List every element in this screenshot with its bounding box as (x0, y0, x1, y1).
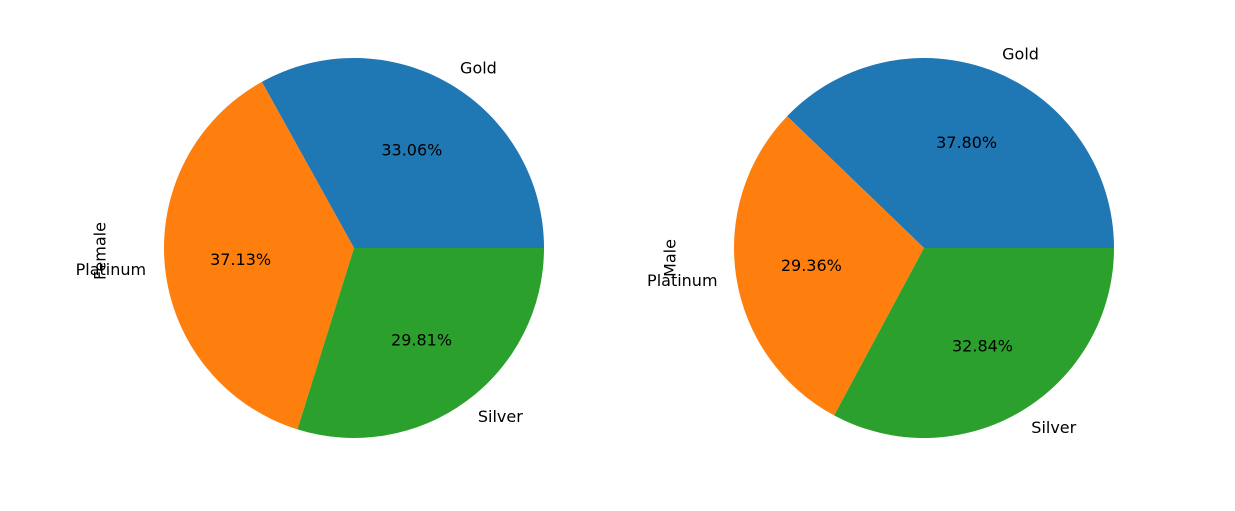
pie-slice-silver (834, 248, 1114, 439)
pie-slice-platinum (733, 116, 924, 416)
slice-percent-gold: 33.06% (381, 140, 442, 159)
slice-percent-silver: 32.84% (952, 336, 1013, 355)
slice-percent-silver: 29.81% (391, 330, 452, 349)
pie-slice-gold (787, 57, 1114, 248)
slice-label-platinum: Platinum (76, 260, 146, 279)
slice-label-silver: Silver (1031, 418, 1076, 437)
pie-slice-gold (261, 58, 544, 248)
pie-slice-platinum (164, 81, 354, 430)
slice-percent-platinum: 29.36% (781, 256, 842, 275)
pie-chart-2: Gold 37.80% Platinum 29.36% Silver 32.84% Male (647, 45, 1114, 439)
slice-label-gold: Gold (460, 58, 497, 77)
pie-slice-silver (297, 248, 544, 438)
slice-label-silver: Silver (478, 407, 523, 426)
slice-percent-gold: 37.80% (936, 133, 997, 152)
pie-ylabel: Female (91, 222, 110, 280)
slice-percent-platinum: 37.13% (210, 250, 271, 269)
pie-ylabel: Male (661, 239, 680, 277)
slice-label-platinum: Platinum (647, 271, 717, 290)
slice-label-gold: Gold (1002, 45, 1039, 64)
pie-chart-1: Gold 33.06% Platinum 37.13% Silver 29.81% Fema… (76, 58, 544, 438)
